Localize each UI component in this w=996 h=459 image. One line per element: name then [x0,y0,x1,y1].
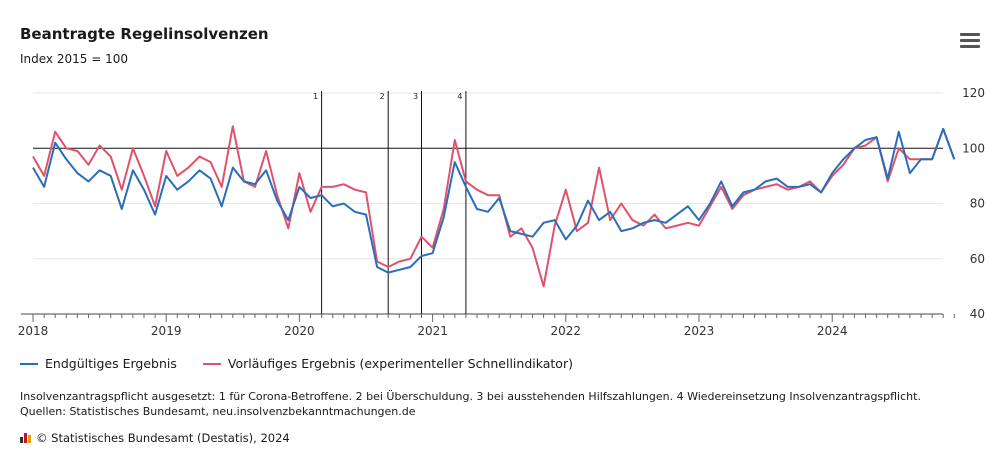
hamburger-menu-icon[interactable] [960,33,980,49]
annotation-label-1: 1 [313,92,318,101]
copyright: © Statistisches Bundesamt (Destatis), 20… [20,431,290,445]
legend-label-prelim: Vorläufiges Ergebnis (experimenteller Sc… [227,356,573,371]
x-tick-label: 2022 [551,324,582,338]
annotation-layer: 1 2 3 4 [313,91,467,314]
footnote-sources: Quellen: Statistisches Bundesamt, neu.in… [20,405,416,418]
x-tick-label: 2024 [817,324,848,338]
y-tick-label: 80 [970,197,985,211]
x-tick-label: 2019 [151,324,182,338]
y-tick-label: 100 [962,141,985,155]
annotation-label-4: 4 [457,92,462,101]
x-tick-label: 2020 [284,324,315,338]
legend: Endgültiges Ergebnis Vorläufiges Ergebni… [20,356,599,371]
y-tick-label: 40 [970,307,985,321]
legend-item-final[interactable]: Endgültiges Ergebnis [20,356,177,371]
legend-swatch-prelim [202,362,221,365]
chart-subtitle: Index 2015 = 100 [20,52,128,66]
x-tick-label: 2021 [417,324,448,338]
y-tick-label: 60 [970,252,985,266]
x-tick-label: 2023 [684,324,715,338]
x-tick-label: 2018 [18,324,49,338]
destatis-logo-icon [20,433,32,443]
legend-swatch-final [20,362,38,365]
chart-title: Beantragte Regelinsolvenzen [20,25,269,43]
y-tick-label: 120 [962,86,985,100]
legend-label-final: Endgültiges Ergebnis [45,356,177,371]
series-layer [32,125,956,288]
copyright-text: © Statistisches Bundesamt (Destatis), 20… [36,431,290,445]
footnote: Insolvenzantragspflicht ausgesetzt: 1 fü… [20,389,921,419]
series-line-final [32,127,956,274]
line-chart: 1 2 3 4 40 60 80 100 120 2018 2019 2020 2021 2022 202… [18,86,985,338]
legend-item-prelim[interactable]: Vorläufiges Ergebnis (experimenteller Sc… [202,356,573,371]
axis-layer: 40 60 80 100 120 2018 2019 2020 2021 2022 2023 2024 [18,86,985,338]
annotation-label-3: 3 [413,92,418,101]
annotation-label-2: 2 [380,92,385,101]
grid-layer [33,92,943,315]
footnote-line-1: Insolvenzantragspflicht ausgesetzt: 1 fü… [20,390,921,403]
